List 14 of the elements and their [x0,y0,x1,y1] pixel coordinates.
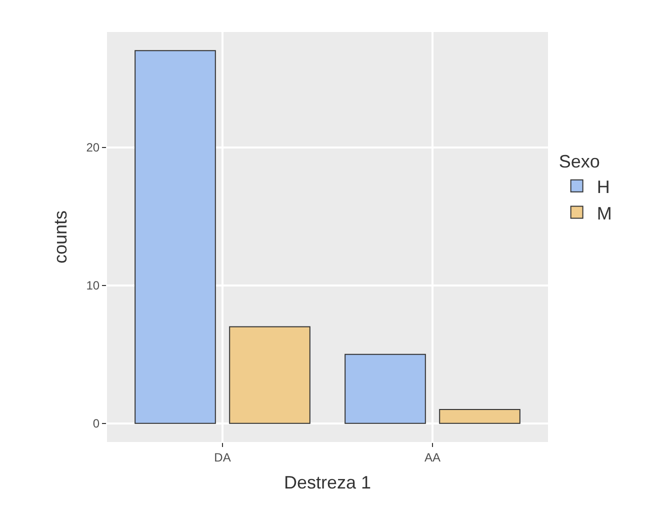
x-axis-title: Destreza 1 [284,472,372,492]
y-axis-title: counts [50,210,70,264]
legend-title: Sexo [558,152,600,172]
bar [134,50,216,424]
x-tick-label: AA [424,450,441,464]
legend-label: M [596,203,612,224]
y-tick-label: 0 [92,416,100,431]
y-tick-label: 20 [86,140,100,154]
bar [229,326,310,424]
x-tick-label: DA [214,450,231,464]
bar [344,354,426,424]
legend-label: H [596,176,610,197]
y-tick-label: 10 [86,278,100,293]
bar [439,409,520,424]
